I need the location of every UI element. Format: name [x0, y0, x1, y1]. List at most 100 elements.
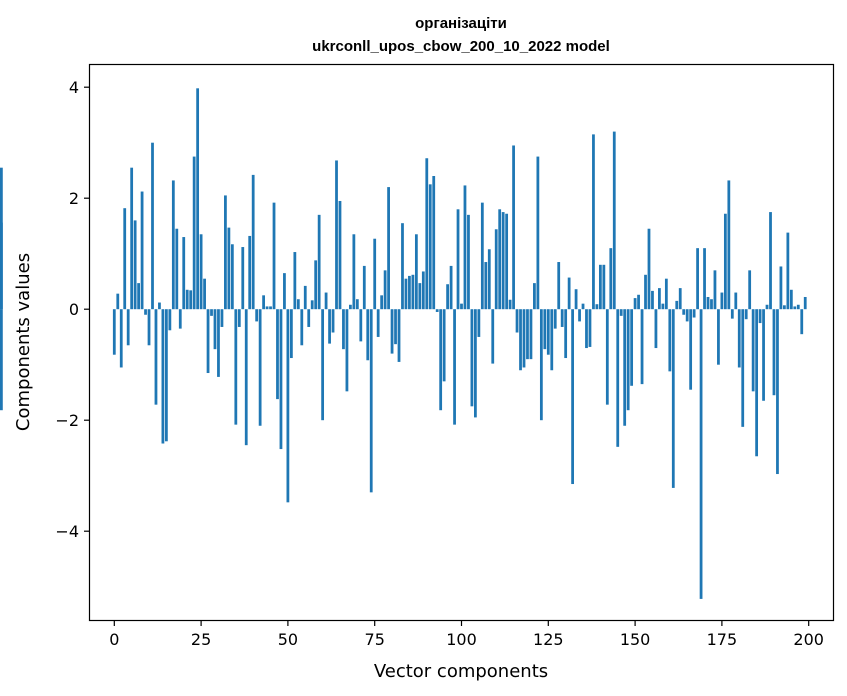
bar-87	[414, 234, 418, 310]
bar-30	[217, 309, 220, 377]
bar-123	[539, 309, 543, 421]
bar-137	[588, 309, 592, 347]
bar-56	[307, 309, 311, 327]
bar-49	[283, 273, 286, 310]
bar-39	[248, 235, 252, 310]
bar-65	[338, 200, 342, 310]
bar-33	[227, 227, 231, 310]
bar-103	[470, 309, 474, 407]
bar-104	[474, 309, 477, 418]
x-axis-label: Vector components	[374, 661, 548, 682]
bar-58	[314, 260, 318, 310]
bar-43	[262, 295, 265, 310]
bar-144	[612, 131, 616, 310]
bar-60	[321, 309, 325, 421]
bar-196	[793, 306, 797, 310]
bar-16	[168, 309, 172, 331]
bar-135	[581, 303, 585, 310]
bar-32	[224, 195, 227, 310]
bar-168	[696, 248, 699, 310]
bar-157	[658, 288, 661, 310]
plot-frame	[88, 63, 835, 622]
bar-193	[783, 305, 786, 310]
y-axis-label: Components values	[13, 253, 34, 431]
bar-152	[640, 309, 644, 385]
bar-96	[446, 284, 449, 310]
bar-110	[494, 229, 498, 310]
bar-4	[126, 309, 130, 346]
chart-title-line2: ukrconll_upos_cbow_200_10_2022 model	[312, 38, 610, 55]
bar-98	[453, 309, 456, 425]
bar-153	[644, 274, 647, 310]
bar-126	[550, 309, 554, 371]
bar-177	[727, 180, 731, 310]
bar-69	[352, 234, 356, 310]
x-tick-label: 50	[278, 630, 298, 649]
bar-139	[595, 304, 599, 310]
bar-148	[626, 309, 630, 411]
bar-195	[789, 289, 793, 310]
bar-99	[456, 209, 460, 310]
bar-182	[744, 309, 748, 320]
bar-8	[140, 191, 144, 310]
bar-10	[147, 309, 151, 346]
bar-155	[651, 290, 654, 310]
bar-44	[265, 306, 269, 310]
bar-66	[342, 309, 345, 350]
bar-100	[460, 303, 463, 310]
bar-154	[647, 228, 651, 310]
bar-171	[706, 296, 710, 310]
x-tick-label: 125	[533, 630, 564, 649]
bar-156	[654, 309, 658, 349]
bar-23	[192, 156, 196, 310]
bar-128	[557, 262, 561, 310]
bar-187	[762, 309, 765, 401]
bar-114	[508, 299, 512, 310]
bar-67	[345, 309, 349, 392]
bar-27	[206, 309, 210, 374]
bar-172	[710, 299, 713, 310]
bar-89	[421, 271, 425, 310]
bar-50	[286, 309, 290, 503]
bar-15	[164, 309, 168, 442]
bar-3	[123, 208, 127, 310]
bar-14	[161, 309, 165, 444]
bar-170	[703, 248, 706, 310]
bar-54	[300, 309, 304, 346]
bar-74	[369, 309, 373, 493]
bar-38	[244, 309, 248, 446]
bar-119	[526, 309, 529, 360]
bar-136	[585, 309, 588, 349]
bar-62	[328, 309, 331, 344]
bar-107	[484, 262, 488, 310]
bar-28	[210, 309, 213, 316]
bar-147	[623, 309, 627, 426]
bar-165	[685, 309, 689, 322]
bar-73	[366, 309, 370, 361]
bar-175	[720, 292, 724, 310]
bar-20	[182, 237, 186, 310]
bar-184	[751, 309, 755, 392]
bar-106	[480, 202, 484, 310]
bar-181	[741, 309, 745, 427]
bar-109	[491, 309, 495, 364]
bar-158	[661, 303, 665, 310]
bar-163	[678, 288, 682, 310]
bar-82	[397, 309, 401, 362]
bar-59	[317, 214, 321, 310]
bar-5	[130, 167, 134, 310]
bar-125	[546, 309, 550, 355]
bar-186	[758, 309, 762, 324]
bar-132	[571, 309, 574, 485]
bar-105	[477, 309, 481, 337]
bar-46	[272, 202, 276, 310]
bar-7	[137, 283, 140, 310]
bar-17	[171, 180, 175, 310]
bar-93	[435, 309, 439, 312]
bar-198	[800, 309, 804, 335]
bar-159	[664, 278, 668, 310]
bar-24	[196, 88, 200, 310]
bar-36	[237, 309, 241, 327]
bar-111	[498, 209, 502, 310]
bar-121	[533, 283, 536, 310]
